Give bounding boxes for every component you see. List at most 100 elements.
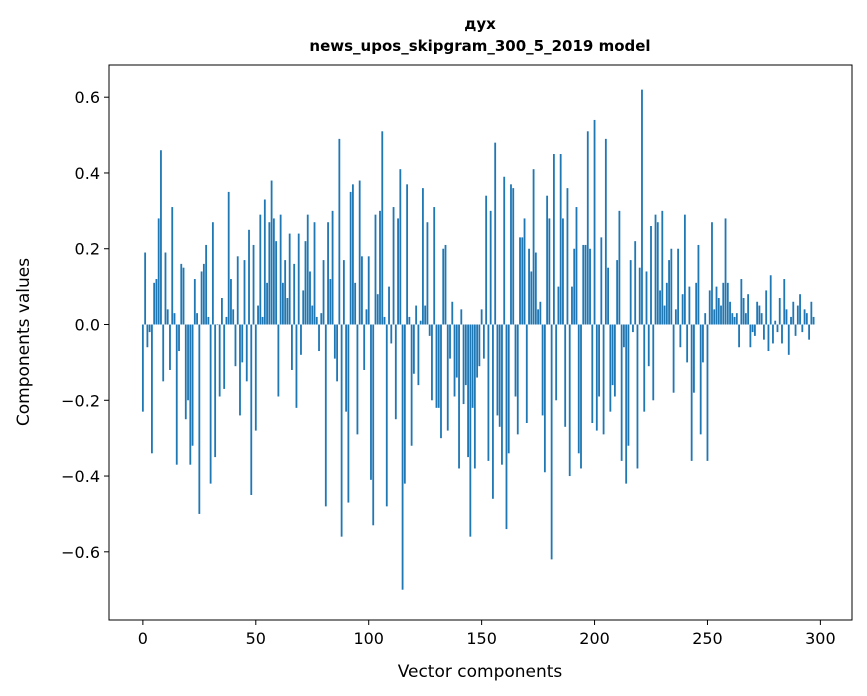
bar-97	[361, 256, 363, 325]
bar-79	[320, 313, 323, 325]
bar-182	[552, 154, 555, 325]
bar-131	[437, 324, 440, 408]
bar-270	[751, 324, 754, 333]
bar-230	[661, 210, 664, 325]
bar-194	[580, 324, 582, 469]
bar-172	[530, 271, 533, 325]
bar-116	[403, 324, 406, 484]
bar-275	[763, 324, 765, 340]
bar-254	[715, 286, 718, 325]
bar-22	[191, 324, 194, 446]
bar-271	[753, 324, 756, 336]
bar-162	[507, 324, 510, 454]
bar-222	[643, 324, 646, 412]
bar-120	[412, 324, 415, 374]
chart-title: дух	[464, 15, 496, 33]
bar-15	[175, 324, 178, 465]
bar-85	[333, 324, 336, 359]
bar-188	[566, 188, 569, 325]
bar-268	[747, 294, 750, 325]
bar-99	[365, 309, 368, 325]
bar-37	[225, 316, 228, 325]
bar-32	[214, 324, 217, 458]
bar-259	[726, 282, 729, 325]
x-tick-label: 50	[246, 629, 266, 648]
bar-204	[602, 324, 605, 435]
bar-20	[187, 324, 189, 401]
y-tick-label: −0.6	[61, 543, 100, 562]
bar-216	[629, 260, 632, 325]
bar-104	[376, 294, 379, 325]
bar-276	[765, 290, 768, 325]
bar-206	[607, 267, 609, 325]
bar-96	[358, 180, 361, 325]
bar-21	[189, 324, 192, 465]
bar-5	[153, 282, 156, 325]
bar-10	[164, 252, 167, 325]
bar-25	[198, 324, 201, 514]
bar-132	[440, 324, 442, 439]
bar-78	[318, 324, 320, 352]
bar-125	[424, 305, 427, 325]
bar-174	[534, 252, 537, 325]
bar-129	[433, 207, 436, 325]
bar-51	[257, 305, 259, 325]
bar-251	[708, 290, 711, 325]
bar-184	[557, 286, 560, 325]
bar-215	[627, 324, 630, 446]
bar-39	[230, 279, 232, 325]
bar-121	[415, 305, 418, 325]
bar-246	[697, 244, 700, 325]
bar-94	[354, 282, 357, 325]
bar-220	[638, 267, 641, 325]
bar-183	[555, 324, 558, 401]
bar-232	[665, 282, 668, 325]
bar-26	[200, 271, 203, 325]
bar-226	[652, 324, 655, 401]
bar-147	[473, 324, 476, 469]
bar-242	[688, 286, 691, 325]
bar-165	[514, 324, 517, 397]
bar-142	[462, 324, 465, 405]
bar-93	[352, 184, 354, 325]
bar-243	[690, 324, 693, 461]
bar-127	[428, 324, 431, 336]
bar-24	[196, 313, 198, 325]
bar-58	[272, 218, 275, 325]
bar-83	[329, 279, 332, 325]
bar-148	[476, 324, 479, 378]
y-tick-label: 0.0	[75, 316, 100, 335]
bar-53	[261, 316, 264, 325]
bar-297	[812, 316, 815, 325]
bar-11	[166, 309, 169, 325]
bar-241	[686, 324, 689, 363]
bar-190	[571, 286, 573, 325]
bar-35	[221, 297, 223, 325]
bar-149	[478, 324, 481, 367]
bar-160	[503, 176, 506, 325]
bar-166	[516, 324, 519, 435]
bar-233	[668, 260, 670, 325]
bar-3	[148, 324, 151, 333]
bar-159	[501, 324, 503, 465]
bar-155	[492, 324, 494, 499]
bar-209	[613, 324, 616, 397]
bar-152	[485, 195, 488, 325]
bar-115	[401, 324, 404, 590]
bar-130	[435, 324, 438, 408]
bar-52	[259, 214, 262, 325]
bar-27	[202, 263, 205, 325]
bar-135	[446, 324, 449, 431]
bar-42	[236, 256, 239, 325]
bar-84	[331, 210, 334, 325]
bar-218	[634, 241, 637, 325]
bar-34	[218, 324, 221, 397]
bar-240	[683, 214, 686, 325]
bar-137	[451, 301, 454, 325]
bar-57	[270, 180, 273, 325]
bar-164	[512, 188, 515, 325]
bar-48	[250, 324, 253, 495]
bar-9	[162, 324, 165, 382]
bar-167	[519, 237, 521, 325]
bar-173	[532, 169, 535, 325]
